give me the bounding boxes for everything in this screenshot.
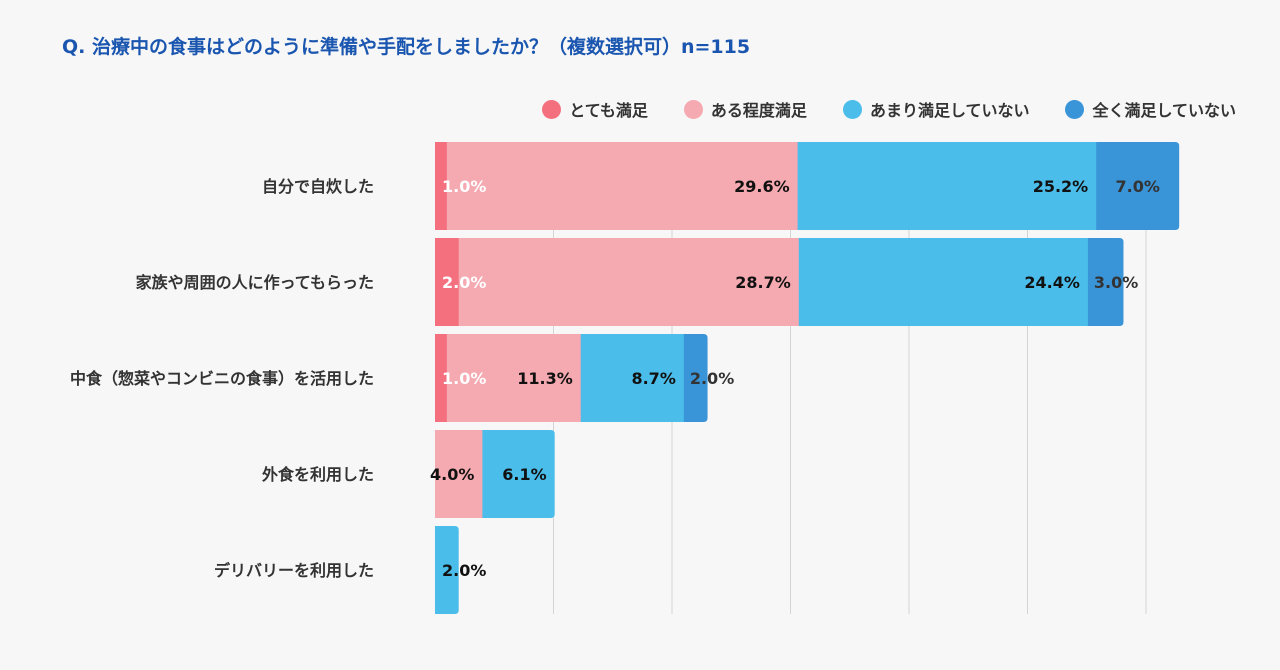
bar-segment-not-very-satisfied (798, 238, 1089, 326)
bar-segment-very-satisfied (435, 334, 448, 422)
category-label: 家族や周囲の人に作ってもらった (136, 273, 374, 292)
data-label: 3.0% (1094, 273, 1138, 292)
legend-item-not-at-all-satisfied: 全く満足していない (1065, 97, 1236, 121)
data-label: 24.4% (1024, 273, 1080, 292)
category-label: 外食を利用した (261, 465, 374, 484)
data-label: 2.0% (690, 369, 734, 388)
legend-item-somewhat-satisfied: ある程度満足 (683, 97, 807, 121)
bar-segment-somewhat-satisfied (435, 430, 483, 518)
data-label: 2.0% (442, 561, 486, 580)
bar-row (435, 238, 1124, 326)
legend-label-not-very-satisfied: あまり満足していない (869, 101, 1030, 120)
data-label: 11.3% (517, 369, 573, 388)
category-label: 中食（惣菜やコンビニの食事）を活用した (70, 369, 374, 388)
category-label: 自分で自炊した (262, 177, 374, 196)
bar-segment-somewhat-satisfied (458, 238, 800, 326)
bar-segment-somewhat-satisfied (446, 142, 799, 230)
bar-row (435, 142, 1180, 230)
data-label: 1.0% (442, 177, 486, 196)
bar-segment-not-very-satisfied (435, 526, 459, 614)
data-label: 25.2% (1033, 177, 1089, 196)
legend-label-somewhat-satisfied: ある程度満足 (710, 101, 807, 120)
bar-segment-not-very-satisfied (580, 334, 685, 422)
bar-segment-not-very-satisfied (797, 142, 1097, 230)
data-label: 1.0% (442, 369, 486, 388)
data-label: 29.6% (734, 177, 790, 196)
data-label: 2.0% (442, 273, 486, 292)
bar-segment-not-at-all-satisfied (1096, 142, 1180, 230)
bar-row (435, 430, 555, 518)
bar-segment-not-at-all-satisfied (683, 334, 708, 422)
legend-label-not-at-all-satisfied: 全く満足していない (1092, 101, 1236, 120)
data-label: 28.7% (735, 273, 791, 292)
bar-segment-not-very-satisfied (482, 430, 555, 518)
legend-label-very-satisfied: とても満足 (569, 101, 648, 120)
data-label: 7.0% (1116, 177, 1160, 196)
bar-segment-very-satisfied (435, 238, 460, 326)
bar-segment-somewhat-satisfied (446, 334, 582, 422)
legend-item-not-very-satisfied: あまり満足していない (842, 97, 1030, 121)
legend-swatch-not-at-all-satisfied (1065, 99, 1085, 119)
data-label: 8.7% (631, 369, 675, 388)
legend-swatch-very-satisfied (542, 99, 562, 119)
bar-segment-not-at-all-satisfied (1087, 238, 1124, 326)
chart-title: Q. 治療中の食事はどのように準備や手配をしましたか？（複数選択可）n=115 (62, 36, 751, 58)
bar-row (435, 526, 459, 614)
bar-row (435, 334, 708, 422)
category-label: デリバリーを利用した (214, 561, 374, 580)
legend-item-very-satisfied: とても満足 (542, 97, 648, 121)
legend-swatch-somewhat-satisfied (683, 99, 703, 119)
data-label: 6.1% (502, 465, 546, 484)
legend-swatch-not-very-satisfied (842, 99, 862, 119)
data-label: 4.0% (430, 465, 474, 484)
bar-segment-very-satisfied (435, 142, 448, 230)
chart-legend: とても満足 ある程度満足 あまり満足していない 全く満足していない (542, 97, 1236, 121)
